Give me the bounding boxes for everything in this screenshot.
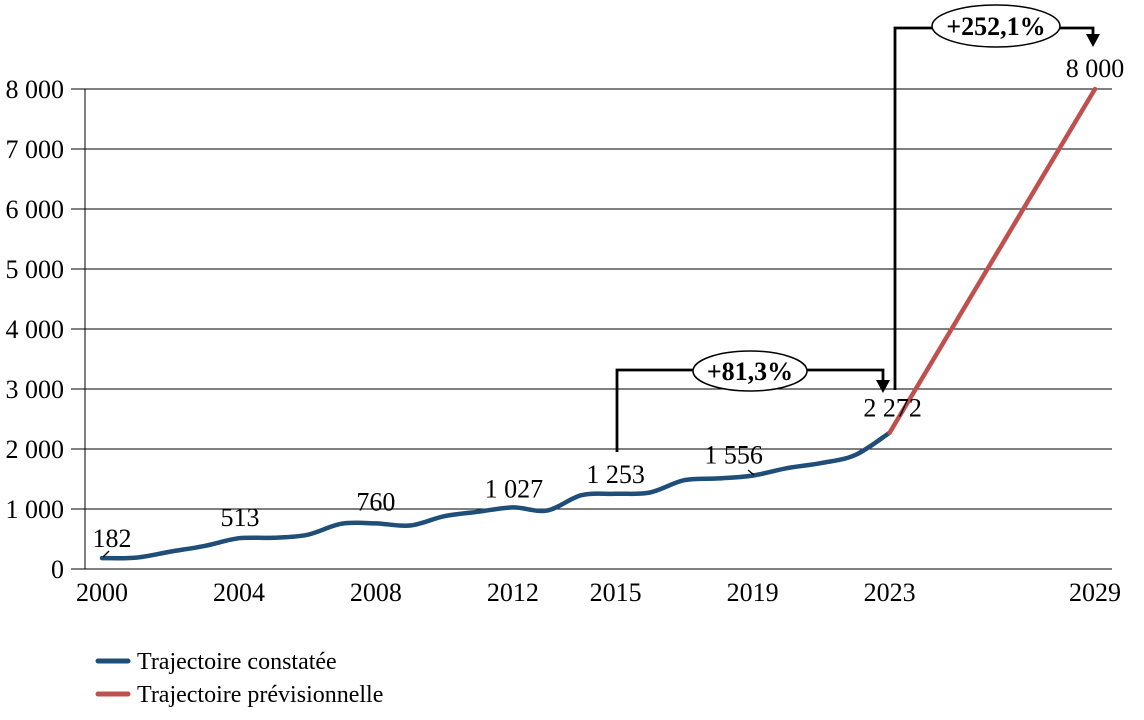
y-tick-label: 5 000: [6, 255, 65, 284]
y-tick-label: 4 000: [6, 315, 65, 344]
annotation-ellipse-1: [931, 4, 1061, 48]
x-axis: 2000 2004 2008 2012 2015 2019 2023 2029: [76, 568, 1121, 607]
data-label-leader: [747, 469, 755, 476]
y-axis: 0 1 000 2 000 3 000 4 000 5 000 6 000 7 000 8 00…: [6, 75, 86, 584]
x-tick-label: 2023: [864, 578, 916, 607]
annotation-bubbles: +81,3% +252,1%: [692, 4, 1061, 392]
annotation-label-0: +81,3%: [707, 357, 793, 386]
data-label: 760: [356, 487, 395, 516]
gridlines: [85, 88, 1112, 510]
x-tick-label: 2004: [213, 578, 265, 607]
y-tick-label: 1 000: [6, 495, 65, 524]
data-label: 8 000: [1066, 54, 1125, 83]
y-tick-label: 8 000: [6, 75, 65, 104]
y-tick-label: 3 000: [6, 375, 65, 404]
legend-label-forecast: Trajectoire prévisionnelle: [137, 682, 383, 708]
y-tick-label: 0: [51, 555, 64, 584]
y-tick-label: 7 000: [6, 135, 65, 164]
x-tick-label: 2029: [1069, 578, 1121, 607]
x-tick-label: 2008: [350, 578, 402, 607]
x-tick-label: 2015: [590, 578, 642, 607]
data-label: 513: [221, 503, 260, 532]
annotation-arrowhead-0: [876, 380, 890, 393]
data-labels: 182 513 760 1 027 1 253 1 556 2 272 8 000: [93, 54, 1125, 558]
annotation-brackets: [615, 26, 1100, 452]
data-label: 1 253: [586, 460, 645, 489]
legend-label-observed: Trajectoire constatée: [137, 649, 337, 675]
x-tick-label: 2000: [76, 578, 128, 607]
annotation-arrowhead-1: [1086, 34, 1100, 47]
y-tick-label: 6 000: [6, 195, 65, 224]
data-label: 1 556: [704, 441, 763, 470]
series-line-1: [887, 86, 1098, 435]
annotation-label-1: +252,1%: [946, 12, 1045, 41]
series-line-0: [99, 430, 892, 561]
x-tick-label: 2019: [727, 578, 779, 607]
data-label-leader: [102, 550, 110, 558]
annotation-ellipse-0: [692, 350, 808, 392]
x-tick-label: 2012: [487, 578, 539, 607]
data-label: 182: [93, 524, 132, 553]
data-label: 1 027: [485, 474, 544, 503]
data-label: 2 272: [863, 394, 922, 423]
legend: Trajectoire constatée Trajectoire prévis…: [95, 649, 383, 708]
y-tick-label: 2 000: [6, 435, 65, 464]
series-lines: [99, 86, 1098, 561]
